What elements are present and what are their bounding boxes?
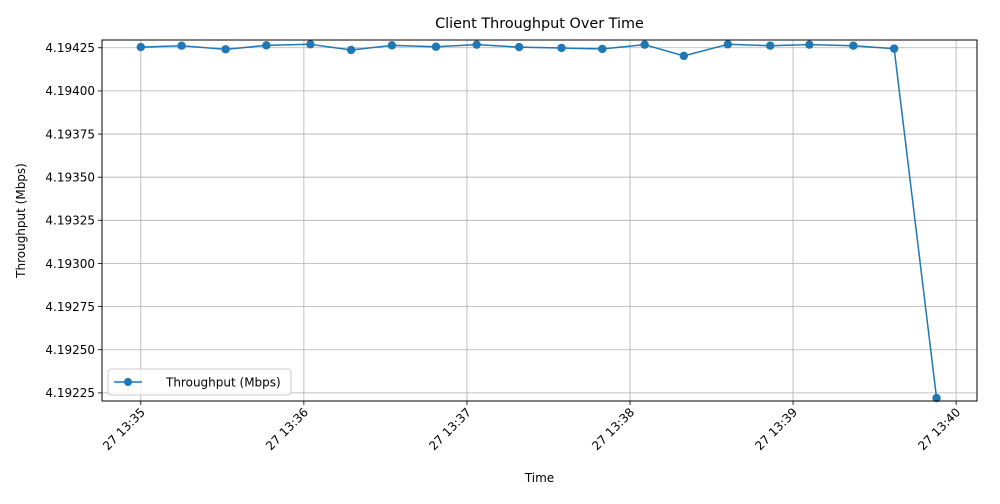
y-tick-label: 4.19250 bbox=[45, 343, 95, 357]
data-point bbox=[514, 42, 524, 52]
y-tick-label: 4.19300 bbox=[45, 257, 95, 271]
data-point bbox=[136, 42, 146, 52]
data-point bbox=[346, 45, 356, 55]
y-tick-label: 4.19350 bbox=[45, 170, 95, 184]
legend-series-label: Throughput (Mbps) bbox=[165, 376, 281, 390]
grid-lines bbox=[102, 40, 977, 401]
data-point bbox=[889, 44, 899, 53]
data-point bbox=[262, 41, 271, 50]
legend: Throughput (Mbps) bbox=[107, 368, 292, 396]
data-point bbox=[306, 40, 315, 49]
y-tick-label: 4.19325 bbox=[45, 214, 95, 228]
y-tick-label: 4.19375 bbox=[45, 127, 95, 141]
data-point bbox=[723, 40, 733, 49]
data-point bbox=[932, 393, 941, 403]
legend-series-marker bbox=[124, 378, 132, 386]
data-point bbox=[387, 41, 397, 50]
data-point bbox=[221, 45, 230, 54]
data-point bbox=[177, 41, 186, 50]
series-line bbox=[140, 43, 938, 399]
y-tick-label: 4.19225 bbox=[45, 386, 95, 400]
legend-box bbox=[107, 368, 292, 396]
y-tick-label: 4.19275 bbox=[45, 300, 95, 314]
y-axis-ticks: 4.19225 4.19250 4.19275 4.19300 4.19325 4.193… bbox=[45, 41, 102, 400]
data-point bbox=[679, 51, 689, 61]
x-axis-title: Time bbox=[524, 471, 554, 485]
chart-title: Client Throughput Over Time bbox=[435, 16, 644, 32]
data-point bbox=[640, 40, 649, 49]
y-tick-label: 4.19425 bbox=[45, 41, 95, 55]
data-point bbox=[472, 40, 481, 49]
data-point bbox=[598, 44, 607, 54]
y-axis-title: Throughput (Mbps) bbox=[14, 163, 28, 279]
data-point bbox=[805, 40, 814, 49]
data-point bbox=[431, 42, 441, 51]
series-layer bbox=[136, 40, 941, 403]
y-tick-label: 4.19400 bbox=[45, 84, 95, 98]
data-point bbox=[557, 43, 566, 53]
data-point bbox=[766, 41, 775, 50]
data-point bbox=[849, 41, 858, 50]
